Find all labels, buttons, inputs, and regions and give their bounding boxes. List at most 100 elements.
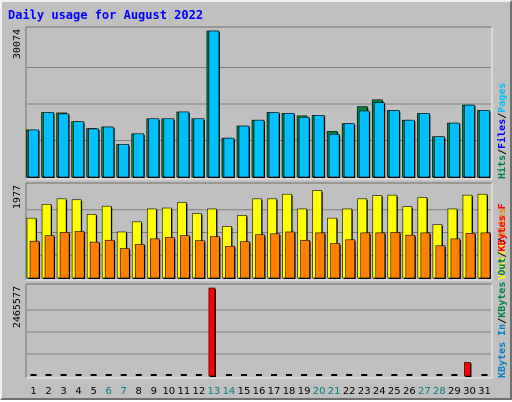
bar xyxy=(208,287,216,377)
bar xyxy=(225,245,235,279)
bar xyxy=(328,133,340,178)
bar-zero-marker xyxy=(75,374,82,376)
bar-zero-marker xyxy=(481,374,488,376)
bar xyxy=(480,232,491,279)
x-axis-labels: 1 2 3 4 5 6 7 8 9 10 11 12 13 14 15 16 17 18 19 20 21 22 23 24 2… xyxy=(30,386,491,397)
bar xyxy=(315,232,325,279)
bar xyxy=(283,113,295,178)
bar xyxy=(434,136,445,178)
bar-zero-marker xyxy=(105,374,112,376)
day-label: 6 xyxy=(105,386,111,397)
bar xyxy=(360,232,371,279)
bar xyxy=(253,119,265,178)
axis-max-label: 1977 xyxy=(12,185,23,209)
bar-zero-marker xyxy=(451,374,458,376)
legend-mid: Visits/Sites xyxy=(496,208,508,280)
bar xyxy=(195,240,205,279)
day-label: 16 xyxy=(253,386,266,397)
bar xyxy=(58,113,69,178)
axis-max-label: 2465577 xyxy=(12,286,23,328)
bar xyxy=(419,113,430,178)
day-label: 2 xyxy=(45,386,51,397)
bar-zero-marker xyxy=(90,374,97,376)
day-label: 9 xyxy=(151,386,157,397)
bar xyxy=(104,239,115,279)
bar xyxy=(149,238,160,279)
bar-zero-marker xyxy=(271,374,278,376)
bar xyxy=(73,121,84,178)
day-label: 24 xyxy=(373,386,386,397)
day-label: 28 xyxy=(433,386,446,397)
legend-separator: / xyxy=(497,113,508,119)
bar-zero-marker xyxy=(376,374,383,376)
bar xyxy=(298,116,310,178)
bar-zero-marker xyxy=(30,374,37,376)
legend-separator: / xyxy=(497,238,508,244)
bar xyxy=(285,231,295,279)
bar-zero-marker xyxy=(120,374,127,376)
bar xyxy=(43,112,54,178)
bar-zero-marker xyxy=(406,374,413,376)
bar-zero-marker xyxy=(316,374,323,376)
day-label: 31 xyxy=(478,386,491,397)
bar-zero-marker xyxy=(150,374,157,376)
bar xyxy=(405,234,416,279)
bar-zero-marker xyxy=(240,374,247,376)
bar-zero-marker xyxy=(135,374,142,376)
legend-entry: KBytes F xyxy=(497,203,508,251)
day-label: 15 xyxy=(238,386,251,397)
axis-max-label: 30074 xyxy=(12,29,23,59)
day-label: 17 xyxy=(268,386,281,397)
day-label: 19 xyxy=(298,386,311,397)
legend-separator: / xyxy=(497,252,508,258)
legend-entry: KBytes In xyxy=(497,324,508,378)
chart-title: Daily usage for August 2022 xyxy=(8,8,203,22)
bar xyxy=(373,102,385,178)
bar xyxy=(255,234,265,279)
legend-top: Hits/Files/Pages xyxy=(496,83,508,179)
bar xyxy=(358,110,370,178)
bar xyxy=(210,236,220,279)
bar xyxy=(134,244,145,279)
bar xyxy=(165,237,175,279)
bar xyxy=(479,110,490,178)
bar xyxy=(240,241,250,279)
day-label: 14 xyxy=(223,386,236,397)
bar xyxy=(103,126,114,178)
day-label: 5 xyxy=(90,386,96,397)
legend-entry: Hits xyxy=(496,155,508,179)
bar-zero-marker xyxy=(391,374,398,376)
bar-zero-marker xyxy=(256,374,262,376)
bar xyxy=(28,129,39,178)
bar xyxy=(89,241,100,279)
bar xyxy=(435,245,446,279)
bar-zero-marker xyxy=(180,374,187,376)
bar xyxy=(238,125,250,178)
bar-zero-marker xyxy=(45,374,52,376)
legend-entry: Pages xyxy=(497,83,508,113)
bar-zero-marker xyxy=(286,374,293,376)
day-label: 29 xyxy=(448,386,461,397)
bar xyxy=(388,110,400,178)
bar xyxy=(270,233,280,279)
bar xyxy=(450,238,461,279)
bar-zero-marker xyxy=(195,374,202,376)
bar xyxy=(44,235,55,279)
legend-bot: KBytes In/KBytes Out/KBytes F xyxy=(497,203,508,378)
bar-zero-marker xyxy=(346,374,353,376)
bar-zero-marker xyxy=(331,374,338,376)
bar xyxy=(465,233,476,279)
bar xyxy=(88,128,99,178)
day-label: 3 xyxy=(60,386,66,397)
bar xyxy=(330,243,340,279)
bar xyxy=(449,122,460,178)
bar xyxy=(464,362,471,377)
bar xyxy=(390,232,401,279)
bar xyxy=(420,232,431,279)
legend-entry: Sites xyxy=(496,208,508,238)
day-label: 18 xyxy=(283,386,296,397)
bar xyxy=(29,240,40,279)
bar xyxy=(178,111,190,178)
